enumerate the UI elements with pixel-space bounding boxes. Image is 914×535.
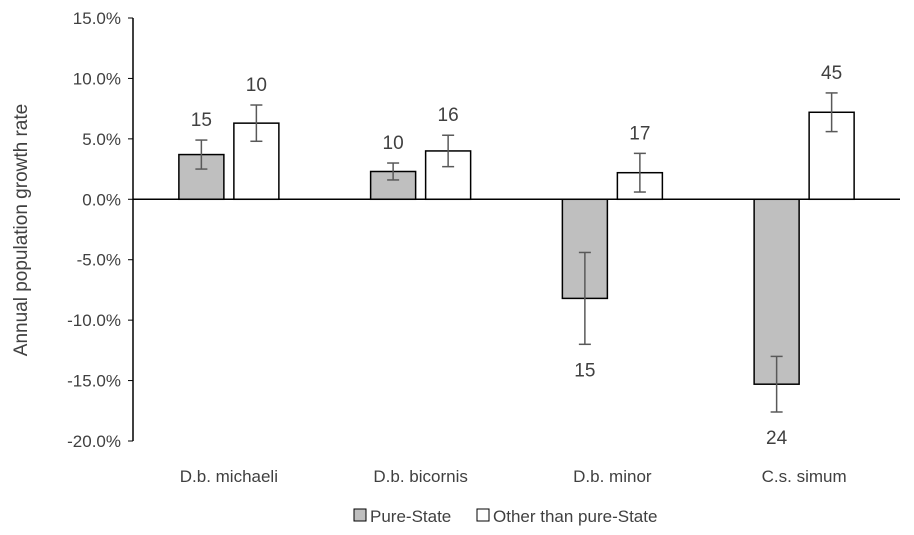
y-axis-title: Annual population growth rate: [11, 104, 32, 356]
legend-label: Pure-State: [370, 507, 451, 526]
y-axis-ticks: 15.0% 10.0% 5.0% 0.0% -5.0% -10.0% -15.0% -20.0…: [67, 9, 133, 451]
y-tick-label: -5.0%: [77, 251, 121, 270]
bar-data-label: 10: [383, 133, 404, 154]
y-tick-label: -20.0%: [67, 432, 121, 451]
y-tick-label: -15.0%: [67, 372, 121, 391]
bar-data-label: 15: [191, 110, 212, 131]
legend-swatch: [353, 508, 367, 522]
bar-data-label: 45: [821, 63, 842, 84]
x-category-label: D.b. bicornis: [373, 467, 467, 486]
bars: [178, 111, 855, 385]
x-category-label: C.s. simum: [762, 467, 847, 486]
bar-data-label: 15: [574, 360, 595, 381]
legend-swatch: [476, 508, 490, 522]
x-axis-category-labels: D.b. michaeli D.b. bicornis D.b. minor C.s.…: [180, 467, 847, 486]
legend: Pure-State Other than pure-State: [353, 507, 657, 526]
y-tick-label: -10.0%: [67, 311, 121, 330]
y-tick-label: 5.0%: [82, 130, 121, 149]
x-category-label: D.b. michaeli: [180, 467, 278, 486]
bar-data-label: 17: [629, 123, 650, 144]
bar-data-label: 10: [246, 75, 267, 96]
data-labels: 15 10 10 16 15 17 24 45: [191, 63, 842, 449]
bar-data-label: 24: [766, 428, 788, 449]
y-tick-label: 10.0%: [73, 69, 121, 88]
error-bars: [195, 92, 838, 413]
x-category-label: D.b. minor: [573, 467, 652, 486]
y-tick-label: 0.0%: [82, 190, 121, 209]
y-tick-label: 15.0%: [73, 9, 121, 28]
legend-label: Other than pure-State: [493, 507, 657, 526]
bar-data-label: 16: [438, 105, 459, 126]
